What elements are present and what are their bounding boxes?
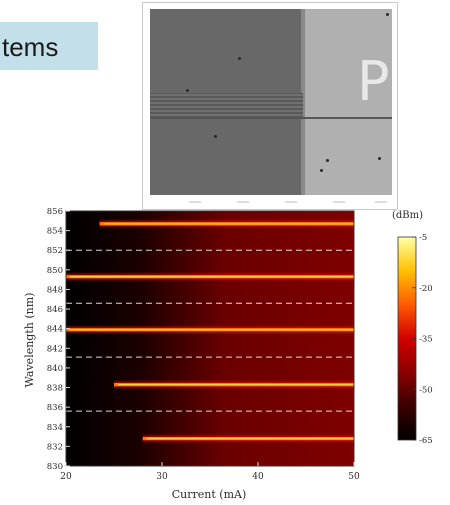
colorbar-tick-label: -50 (419, 385, 433, 395)
colorbar-tick-label: -5 (419, 233, 427, 243)
debris-speck (320, 169, 323, 172)
y-tick-label: 854 (47, 227, 63, 237)
debris-speck (326, 159, 329, 162)
colorbar-tick-label: -65 (419, 436, 433, 446)
y-tick-label: 836 (47, 403, 63, 413)
debris-speck (378, 157, 381, 160)
metal-contact-region (303, 9, 392, 195)
micrograph-photo: P (150, 9, 392, 195)
waveguide-stripe (150, 93, 303, 118)
slide-title-banner: tems (0, 22, 98, 70)
heatmap-background (66, 211, 354, 466)
debris-speck (386, 13, 389, 16)
y-tick-label: 840 (47, 364, 63, 374)
debris-speck (214, 135, 217, 138)
micrograph-scale-ticks (153, 199, 393, 207)
y-tick-label: 856 (47, 207, 63, 217)
slide-title-fragment: tems (2, 32, 59, 62)
x-axis-label: Current (mA) (172, 488, 247, 501)
debris-speck (238, 57, 241, 60)
x-tick-label: 40 (252, 472, 264, 482)
colorbar-tick-label: -20 (419, 284, 433, 294)
x-tick-label: 50 (348, 472, 360, 482)
colorbar-label: (dBm) (392, 210, 423, 221)
device-micrograph: P (142, 2, 398, 210)
colorbar-tick-label: -35 (419, 335, 433, 345)
y-tick-label: 848 (47, 285, 63, 295)
y-tick-label: 850 (47, 266, 63, 276)
y-tick-label: 844 (47, 325, 63, 335)
y-tick-label: 832 (47, 442, 63, 452)
plot-frame (65, 210, 355, 467)
debris-speck (186, 89, 189, 92)
y-tick-label: 830 (47, 462, 63, 472)
contact-edge (301, 9, 305, 195)
y-tick-label: 838 (47, 384, 63, 394)
etched-label: P (357, 50, 392, 113)
x-tick-label: 20 (60, 472, 72, 482)
y-axis-label: Wavelength (nm) (23, 293, 36, 388)
x-tick-label: 30 (156, 472, 168, 482)
waveguide-edge-line (150, 117, 392, 119)
y-tick-label: 842 (47, 344, 63, 354)
y-tick-label: 852 (47, 246, 63, 256)
y-tick-label: 846 (47, 305, 63, 315)
y-tick-label: 834 (47, 423, 63, 433)
